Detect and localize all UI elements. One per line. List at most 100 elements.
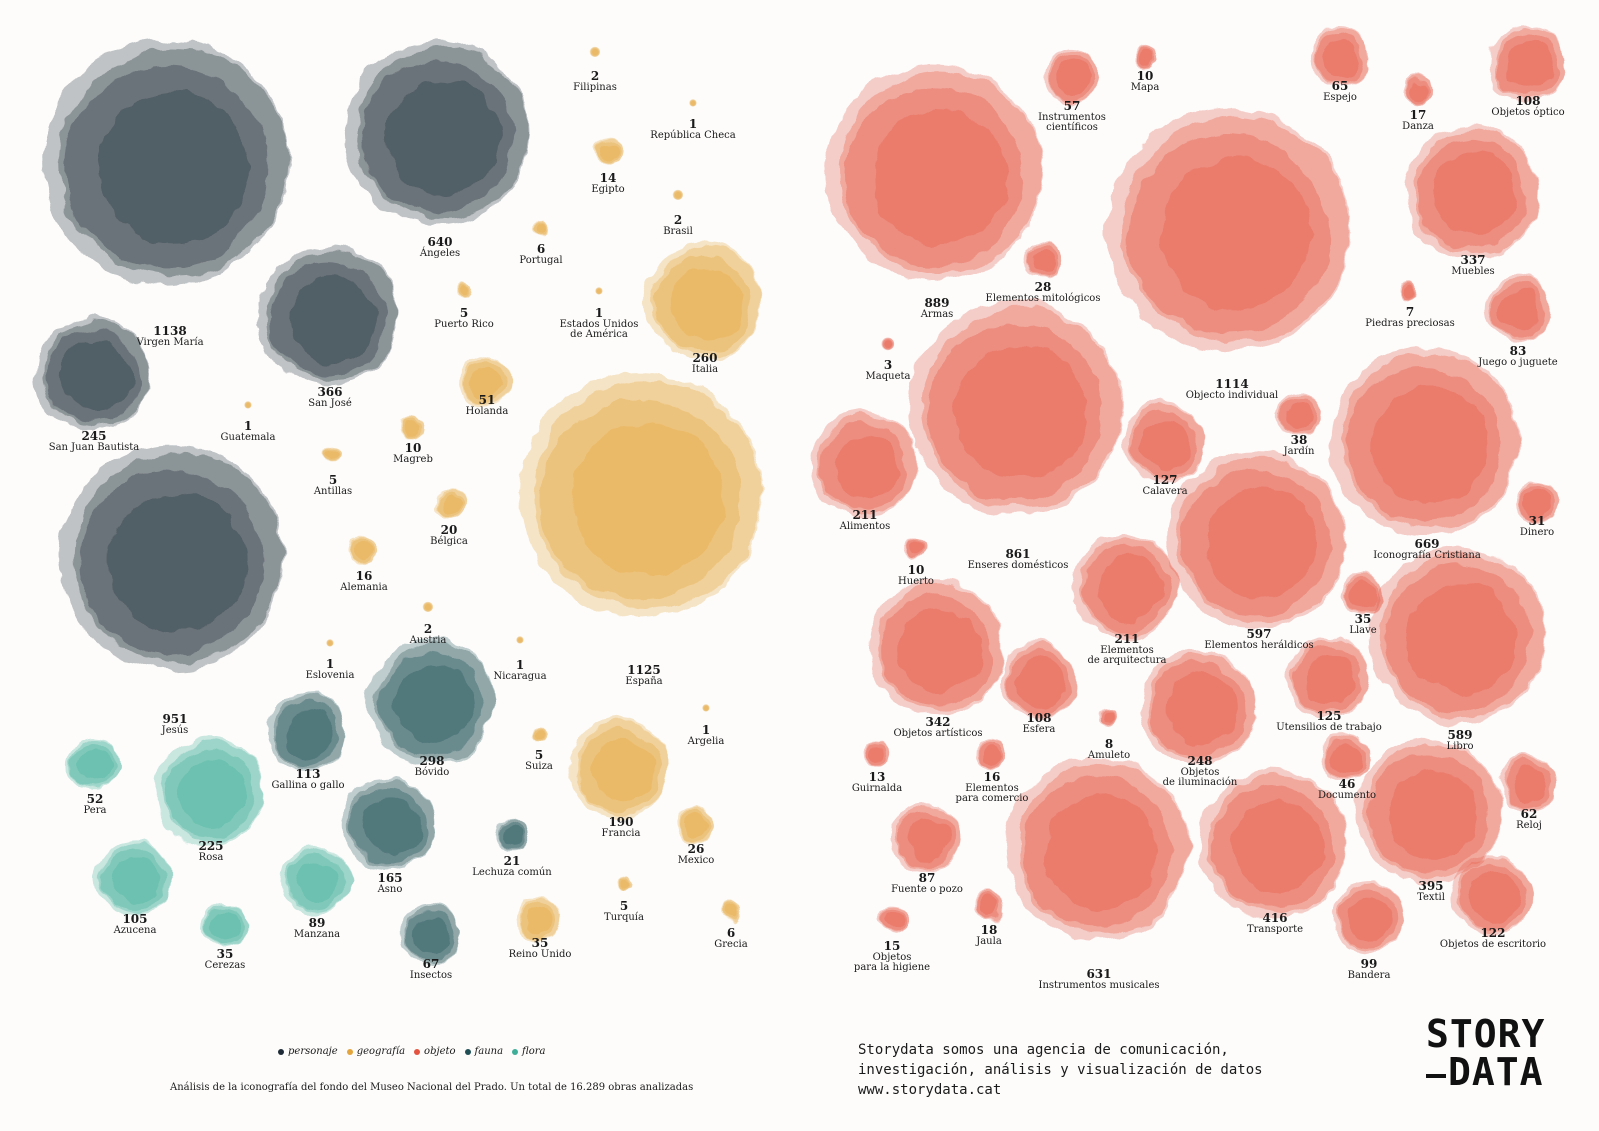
bubble-label-jardin: 38 Jardín bbox=[1284, 434, 1315, 457]
bubble-label-calavera: 127 Calavera bbox=[1142, 474, 1187, 497]
bubble-value: 35 bbox=[531, 936, 549, 950]
bubble-label-brasil: 2 Brasil bbox=[663, 214, 693, 237]
bubble-republica-checa bbox=[689, 99, 697, 107]
tagline-url[interactable]: www.storydata.cat bbox=[858, 1082, 1002, 1098]
bubble-label-puerto-rico: 5 Puerto Rico bbox=[434, 307, 493, 330]
bubble-value: 15 bbox=[883, 939, 901, 953]
bubble-value: 211 bbox=[1114, 632, 1140, 646]
bubble-layer bbox=[690, 100, 696, 106]
bubble-name: Suiza bbox=[525, 760, 553, 772]
bubble-italia bbox=[644, 242, 763, 361]
bubble-label-esfera: 108 Esfera bbox=[1023, 712, 1056, 735]
bubble-holanda bbox=[460, 355, 513, 408]
bubble-label-elementos-heraldicos: 597 Elementos heráldicos bbox=[1204, 628, 1313, 651]
bubble-objecto-individual bbox=[1106, 107, 1351, 352]
bubble-reloj bbox=[1499, 755, 1557, 814]
bubble-iconografia-cristiana bbox=[1329, 346, 1519, 536]
bubble-layer bbox=[590, 47, 600, 57]
bubble-value: 2 bbox=[673, 213, 683, 227]
bubble-value: 298 bbox=[419, 754, 445, 768]
bubble-layer bbox=[288, 276, 376, 363]
bubble-layer bbox=[516, 637, 523, 644]
bubble-value: 1 bbox=[515, 658, 525, 672]
bubble-name: Nicaragua bbox=[493, 670, 547, 682]
bubble-name: Alimentos bbox=[839, 520, 891, 532]
bubble-estados-unidos-de-america bbox=[595, 287, 603, 295]
bubble-name: Objecto individual bbox=[1185, 389, 1279, 401]
bubble-layer bbox=[1055, 59, 1090, 94]
bubble-layer bbox=[517, 637, 523, 643]
legend-item-flora: flora bbox=[512, 1046, 545, 1057]
bubble-name: Estados Unidos bbox=[559, 318, 639, 330]
bubble-label-san-jose: 366 San José bbox=[308, 386, 352, 409]
bubble-layer bbox=[326, 639, 334, 647]
bubble-maqueta bbox=[881, 337, 895, 351]
bubble-value: 1 bbox=[701, 723, 711, 737]
bubble-value: 16 bbox=[983, 770, 1001, 784]
bubble-value: 951 bbox=[162, 712, 188, 726]
bubble-name: Objetos bbox=[872, 951, 912, 963]
bubble-name: Esfera bbox=[1022, 723, 1056, 735]
bubble-name: Manzana bbox=[293, 928, 341, 940]
bubble-value: 31 bbox=[1528, 514, 1546, 528]
bubble-layer bbox=[244, 401, 252, 409]
bubble-utensilios-de-trabajo bbox=[1286, 636, 1369, 718]
bubble-layer bbox=[1016, 658, 1064, 706]
bubble-name: Muebles bbox=[1451, 265, 1495, 277]
bubble-layer bbox=[1304, 653, 1356, 705]
bubble-belgica bbox=[432, 487, 465, 520]
bubble-name: Francia bbox=[601, 827, 641, 839]
bubble-label-nicaragua: 1 Nicaragua bbox=[493, 659, 546, 682]
bubble-label-objetos-para-la-higiene: 15 Objetos para la higiene bbox=[854, 940, 930, 974]
bubble-layer bbox=[1285, 401, 1314, 430]
bubble-name: Insectos bbox=[409, 969, 453, 981]
bubble-layer bbox=[1231, 800, 1324, 893]
storydata-logo: STORY DATA bbox=[1426, 1014, 1566, 1094]
bubble-pera bbox=[67, 738, 121, 791]
bubble-value: 28 bbox=[1034, 280, 1052, 294]
bubble-layer bbox=[439, 494, 460, 515]
bubble-label-alimentos: 211 Alimentos bbox=[840, 509, 891, 532]
bubble-label-objetos-artisticos: 342 Objetos artísticos bbox=[893, 716, 982, 739]
bubble-layer bbox=[326, 639, 334, 647]
bubble-layer bbox=[979, 896, 1000, 916]
bubble-label-bovido: 298 Bóvido bbox=[415, 755, 450, 778]
bubble-label-mexico: 26 Mexico bbox=[678, 843, 715, 866]
bubble-value: 18 bbox=[980, 923, 998, 937]
bubble-value: 597 bbox=[1246, 627, 1272, 641]
bubble-layer bbox=[1140, 418, 1192, 470]
bubble-label-dinero: 31 Dinero bbox=[1520, 515, 1554, 538]
bubble-label-elementos-mitologicos: 28 Elementos mitológicos bbox=[986, 281, 1101, 304]
bubble-value: 2 bbox=[423, 622, 433, 636]
bubble-value: 165 bbox=[377, 871, 403, 885]
bubble-azucena bbox=[96, 840, 172, 916]
bubble-layer bbox=[423, 602, 433, 612]
bubble-layer bbox=[872, 109, 1008, 245]
bubble-label-maqueta: 3 Maqueta bbox=[866, 359, 911, 382]
bubble-elementos-para-comercio bbox=[976, 738, 1007, 768]
bubble-lechuza-comun bbox=[494, 817, 529, 852]
bubble-cerezas bbox=[202, 902, 246, 947]
bubble-value: 669 bbox=[1414, 537, 1440, 551]
bubble-objetos-para-la-higiene bbox=[877, 905, 906, 934]
bubble-value: 62 bbox=[1520, 807, 1538, 821]
bubble-layer bbox=[422, 601, 434, 613]
bubble-value: 589 bbox=[1447, 728, 1473, 742]
bubble-name: Textil bbox=[1417, 891, 1445, 903]
bubble-label-virgen-maria: 1138 Virgen María bbox=[136, 325, 203, 348]
bubble-esfera bbox=[999, 642, 1076, 719]
bubble-value: 1125 bbox=[627, 663, 661, 677]
bubble-layer bbox=[909, 541, 924, 556]
bubble-name: Objetos de escritorio bbox=[1439, 938, 1547, 950]
bubble-label-manzana: 89 Manzana bbox=[294, 917, 340, 940]
bubble-label-textil: 395 Textil bbox=[1417, 880, 1445, 903]
bubble-layer bbox=[884, 340, 893, 349]
bubble-layer bbox=[424, 603, 432, 611]
bubble-name: Guirnalda bbox=[851, 782, 903, 794]
bubble-value: 99 bbox=[1360, 957, 1378, 971]
bubble-value: 10 bbox=[1136, 69, 1154, 83]
bubble-label-antillas: 5 Antillas bbox=[314, 474, 352, 497]
bubble-name: de iluminación bbox=[1162, 777, 1238, 789]
bubble-label-republica-checa: 1 República Checa bbox=[650, 118, 735, 141]
bubble-label-fuente-o-pozo: 87 Fuente o pozo bbox=[891, 872, 963, 895]
